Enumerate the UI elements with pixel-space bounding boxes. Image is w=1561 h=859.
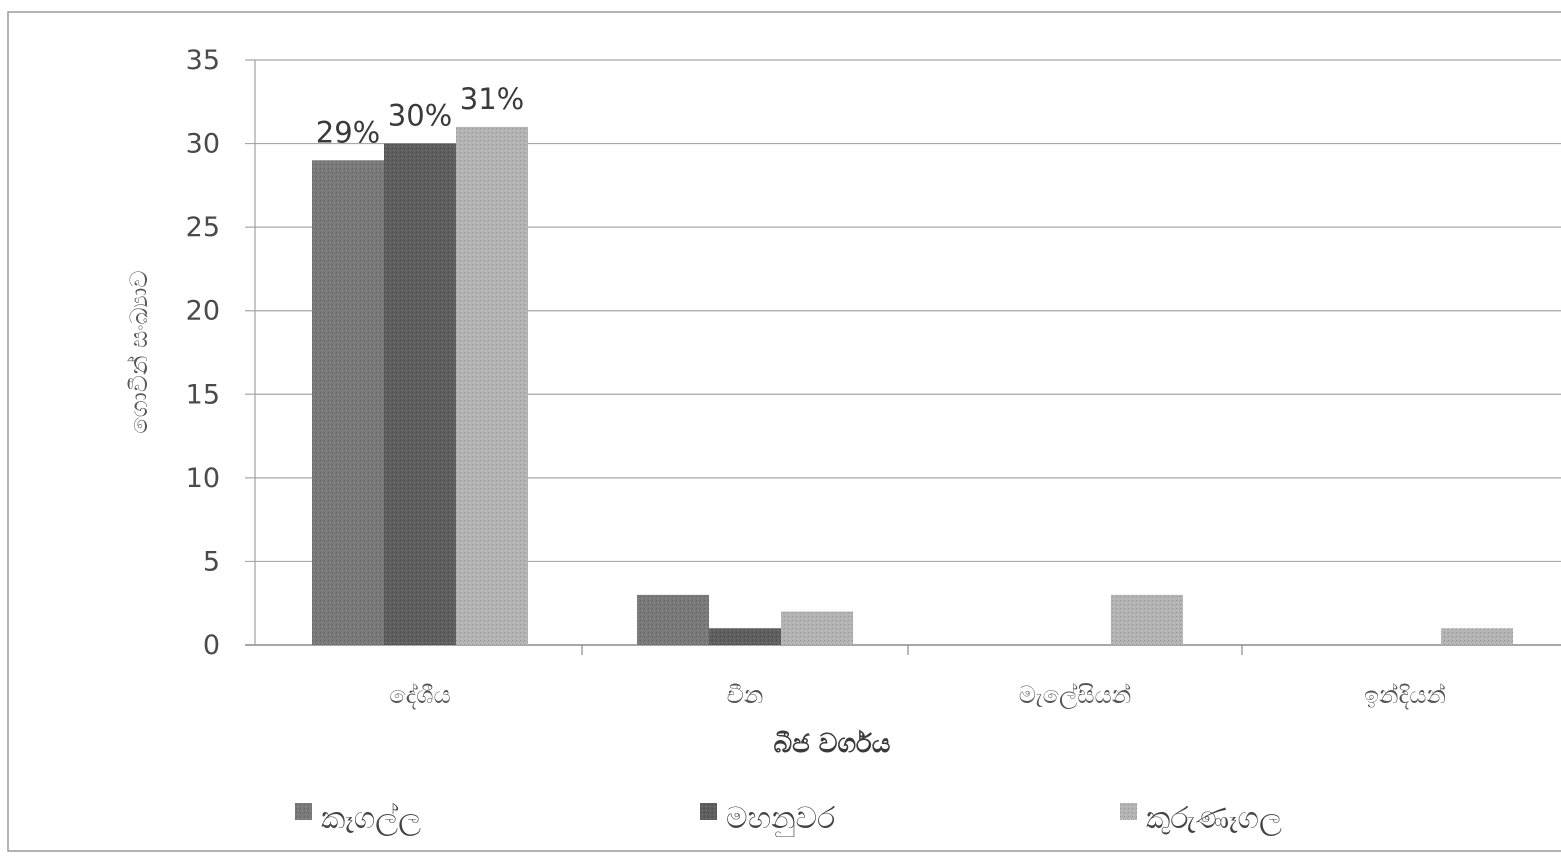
data-label: 30% — [388, 99, 452, 133]
bar-texture — [637, 594, 709, 645]
x-axis-title: බීජ වර්ගය — [774, 729, 891, 759]
legend-label: මහනුවර — [726, 801, 835, 838]
legend: කෑගල්ල මහනුවර කුරුණෑගල — [295, 801, 1282, 838]
bar-texture — [384, 143, 456, 646]
data-labels: 29% 30% 31% — [316, 82, 524, 149]
legend-label: කෑගල්ල — [321, 801, 421, 836]
y-tick-label: 20 — [186, 296, 220, 327]
bar-texture — [1441, 628, 1513, 645]
bars — [312, 126, 1513, 646]
chart-frame — [7, 11, 1561, 852]
y-tick-label: 15 — [186, 379, 220, 410]
bar-texture — [312, 160, 384, 646]
y-tick-label: 10 — [186, 463, 220, 494]
x-tick-label: මැලේසියන් — [1019, 681, 1132, 709]
y-axis: 0 5 10 15 20 25 30 35 — [186, 45, 256, 661]
y-tick-label: 35 — [186, 45, 220, 76]
bar-texture — [1111, 594, 1183, 645]
y-axis-title: ගොවීන් සංඛ්‍යාව — [125, 270, 153, 433]
bar-texture — [456, 126, 528, 646]
y-tick-label: 5 — [203, 546, 220, 577]
legend-swatch-texture — [295, 803, 312, 820]
legend-swatch-texture — [700, 803, 717, 820]
data-label: 31% — [460, 82, 524, 116]
y-tick-label: 30 — [186, 129, 220, 160]
x-tick-label: චීන — [727, 681, 764, 709]
legend-swatch-texture — [1120, 803, 1137, 820]
x-axis: දේශීය චීන මැලේසියන් ඉන්දියන් — [389, 645, 1446, 710]
y-tick-label: 0 — [203, 630, 220, 661]
bar-texture — [781, 611, 853, 645]
legend-label: කුරුණෑගල — [1146, 801, 1282, 836]
bar-texture — [709, 628, 781, 645]
x-tick-label: ඉන්දියන් — [1364, 681, 1446, 710]
y-tick-label: 25 — [186, 212, 220, 243]
data-label: 29% — [316, 115, 380, 149]
x-tick-label: දේශීය — [389, 681, 450, 710]
